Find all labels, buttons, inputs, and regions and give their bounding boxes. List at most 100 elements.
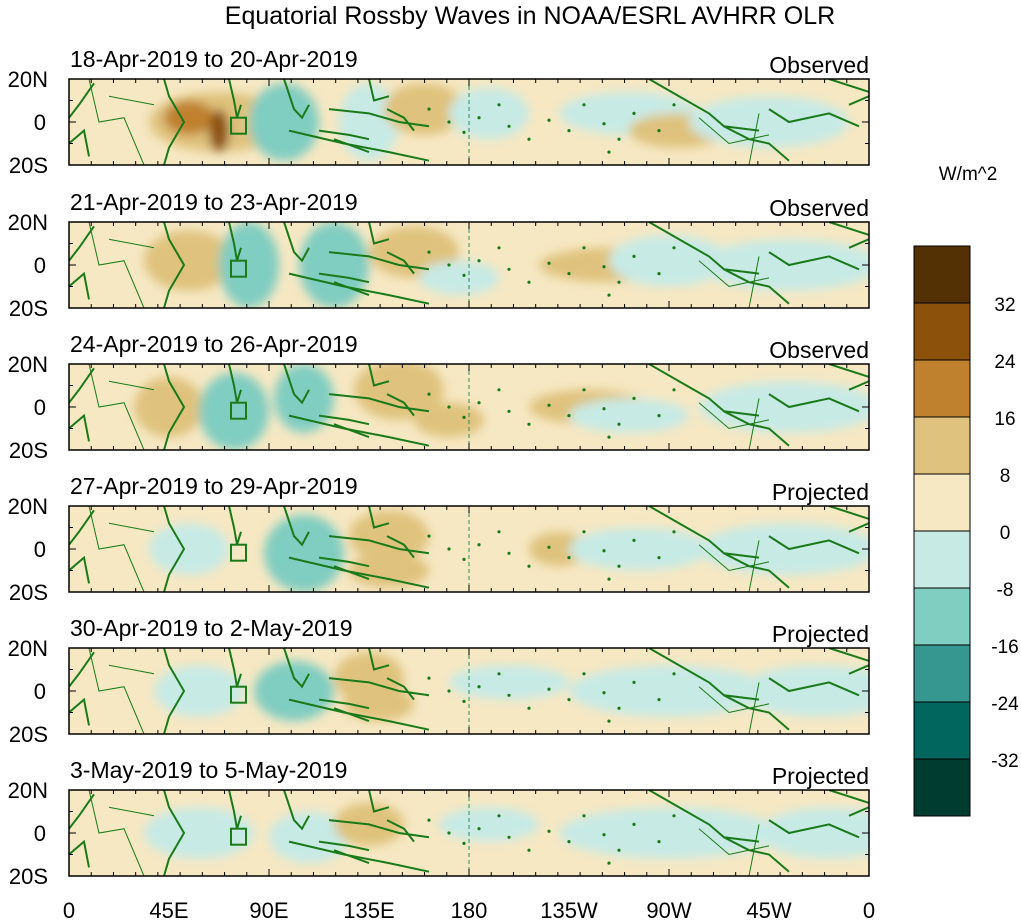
figure-title: Equatorial Rossby Waves in NOAA/ESRL AVH… <box>225 2 835 30</box>
coastlines <box>69 648 869 734</box>
panel-status: Observed <box>769 337 869 363</box>
island <box>567 840 571 844</box>
x-axis: 0 45E 90E 135E 180 135W 90W 45W 0 <box>63 898 875 923</box>
country-border <box>88 648 155 734</box>
island <box>477 259 481 263</box>
panel-date-range: 24-Apr-2019 to 26-Apr-2019 <box>70 331 358 357</box>
coastline <box>648 506 760 559</box>
coastline <box>318 698 370 710</box>
x-tick-label: 45E <box>149 898 188 923</box>
colorbar-label: 16 <box>994 409 1015 430</box>
island <box>507 409 511 413</box>
coastline <box>69 367 95 442</box>
x-tick-label: 90E <box>249 898 288 923</box>
colorbar-label: 32 <box>994 295 1015 316</box>
coastline <box>228 648 242 687</box>
y-tick-label: 20N <box>8 67 48 92</box>
country-border <box>88 790 155 876</box>
olr-anomaly <box>449 665 569 700</box>
colorbar-box <box>913 359 971 418</box>
island <box>602 549 606 553</box>
olr-anomaly <box>414 402 484 438</box>
y-tick-label: 0 <box>34 110 46 135</box>
coastline <box>318 272 370 284</box>
ticks <box>68 363 870 451</box>
coastline <box>723 268 790 305</box>
map-panel: 20N 0 20S 30-Apr-2019 to 2-May-2019 Projecte… <box>8 615 870 747</box>
y-tick-label: 0 <box>34 395 46 420</box>
coastline <box>163 790 186 876</box>
island <box>617 706 621 710</box>
coastline <box>283 222 310 263</box>
coastline <box>288 272 430 305</box>
panel-date-range: 27-Apr-2019 to 29-Apr-2019 <box>70 473 358 499</box>
island <box>657 698 661 702</box>
olr-anomaly <box>209 109 229 153</box>
colorbar-box <box>913 416 971 475</box>
coastline <box>723 836 790 873</box>
island <box>462 415 466 419</box>
coastline <box>768 535 860 555</box>
olr-anomaly <box>439 807 539 842</box>
coastline <box>648 364 760 417</box>
coastline <box>69 82 95 157</box>
coastline <box>768 819 860 839</box>
island <box>582 814 586 818</box>
ticks <box>68 505 870 593</box>
island <box>527 564 531 568</box>
island <box>462 273 466 277</box>
coastline <box>328 251 430 271</box>
coastline <box>648 79 760 132</box>
country-border <box>698 540 770 592</box>
coastline <box>283 79 310 120</box>
y-tick-label: 20N <box>8 352 48 377</box>
island <box>632 396 636 400</box>
y-tick-label: 20S <box>9 864 48 889</box>
map-panel: 20N 0 20S 18-Apr-2019 to 20-Apr-2019 Observe… <box>8 46 870 178</box>
panel-date-range: 30-Apr-2019 to 2-May-2019 <box>70 615 353 641</box>
panel-date-range: 3-May-2019 to 5-May-2019 <box>70 757 347 783</box>
y-tick-label: 0 <box>34 253 46 278</box>
coastline <box>386 393 415 417</box>
olr-anomaly <box>134 376 204 438</box>
coastline <box>318 840 370 852</box>
island <box>497 814 501 818</box>
coastline <box>828 364 869 378</box>
island <box>447 831 451 835</box>
island <box>567 556 571 560</box>
island <box>582 388 586 392</box>
coastline <box>333 138 370 154</box>
x-tick-label: 135W <box>540 898 598 923</box>
island <box>497 672 501 676</box>
country-border <box>88 222 155 308</box>
coastline <box>318 556 370 568</box>
coastline <box>69 651 95 726</box>
coastline <box>163 506 186 592</box>
x-tick-label: 135E <box>343 898 394 923</box>
coastline <box>328 393 430 413</box>
olr-anomaly <box>354 364 444 420</box>
island <box>497 530 501 534</box>
maldives-box <box>230 401 247 420</box>
coastline <box>228 506 242 545</box>
colorbar-units: W/m^2 <box>939 164 998 185</box>
island <box>617 848 621 852</box>
colorbar-box <box>913 701 971 760</box>
olr-anomaly <box>344 686 414 722</box>
coastlines <box>69 506 869 592</box>
ticks <box>68 789 870 877</box>
island <box>602 407 606 411</box>
island <box>567 129 571 133</box>
island <box>477 827 481 831</box>
panel-status: Projected <box>772 479 869 505</box>
island <box>567 414 571 418</box>
island <box>547 687 551 691</box>
island <box>427 676 431 680</box>
maldives-box <box>230 543 247 562</box>
island <box>427 107 431 111</box>
colorbar-box <box>913 587 971 646</box>
island <box>477 401 481 405</box>
island <box>462 841 466 845</box>
coastline <box>648 222 760 275</box>
